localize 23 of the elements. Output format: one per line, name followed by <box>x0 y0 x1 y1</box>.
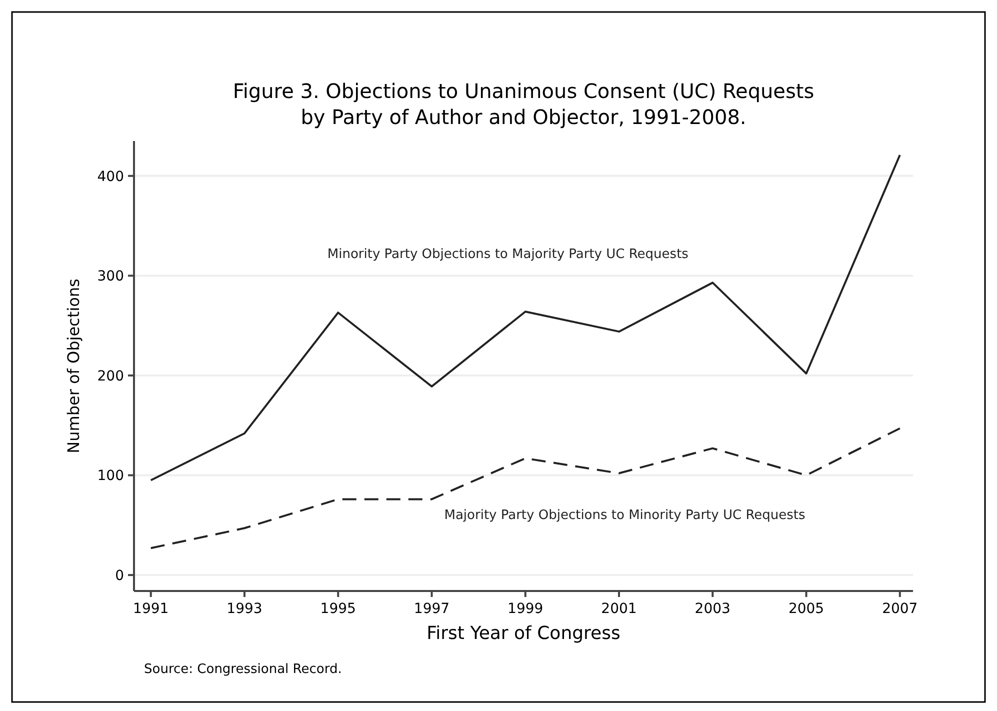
line-series <box>150 154 901 482</box>
x-tick-label: 2007 <box>882 601 918 617</box>
line-series <box>150 427 901 550</box>
x-tick-label: 1997 <box>414 601 450 617</box>
y-axis-title: Number of Objections <box>64 278 83 454</box>
x-tick-label: 2003 <box>694 601 730 617</box>
source-note: Source: Congressional Record. <box>144 662 342 677</box>
x-axis-title: First Year of Congress <box>426 623 620 644</box>
y-tick-label: 200 <box>97 368 124 384</box>
y-tick-label: 400 <box>97 168 124 185</box>
x-tick-label: 1993 <box>226 601 262 617</box>
x-tick-label: 1999 <box>508 601 544 617</box>
text: Minority Party Objections to Majority Party UC Requests <box>327 247 689 262</box>
x-tick-label: 1991 <box>133 601 169 617</box>
chart-subtitle: by Party of Author and Objector, 1991-2008. <box>300 105 746 129</box>
y-tick-label: 0 <box>115 568 124 584</box>
x-tick-label: 2001 <box>601 601 637 617</box>
chart-title: Figure 3. Objections to Unanimous Consent (UC) Requests <box>232 79 814 103</box>
y-tick-label: 100 <box>97 468 124 484</box>
y-tick-label: 300 <box>97 268 124 285</box>
x-tick-label: 1995 <box>320 601 356 617</box>
series-label: Majority Party Objections to Minority Party UC Requests <box>444 508 806 523</box>
x-tick-label: 2005 <box>788 601 824 617</box>
